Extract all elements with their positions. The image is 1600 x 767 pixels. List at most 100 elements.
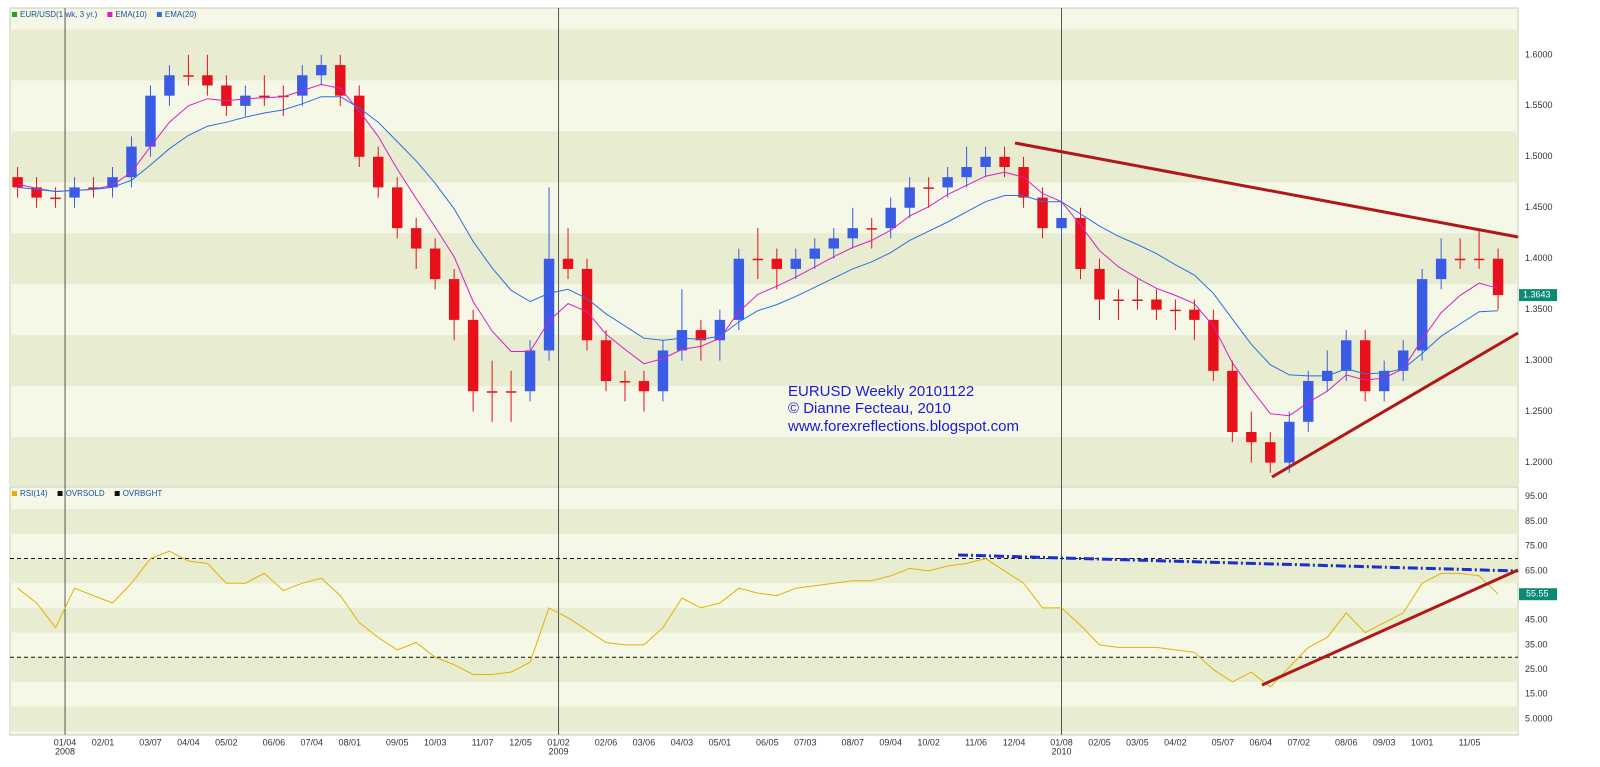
- y-tick-label: 45.00: [1525, 615, 1548, 625]
- candle-body: [828, 238, 839, 249]
- candle-body: [1246, 432, 1257, 443]
- x-tick-label: 05/01: [709, 737, 732, 747]
- last-value-label: 1.3643: [1523, 289, 1551, 299]
- candle-body: [1075, 217, 1086, 269]
- trend-line: [957, 553, 1519, 573]
- x-tick-label: 07/02: [1288, 737, 1311, 747]
- candle-body: [904, 187, 915, 208]
- y-tick-label: 1.4000: [1525, 253, 1553, 263]
- x-tick-label: 09/03: [1373, 737, 1396, 747]
- x-tick-label: 04/02: [1164, 737, 1187, 747]
- candle-body: [1208, 319, 1219, 371]
- x-tick-label: 08/07: [841, 737, 864, 747]
- candle-body: [866, 228, 877, 230]
- band: [10, 29, 1518, 81]
- x-tick-label: 06/05: [756, 737, 779, 747]
- y-tick-label: 1.3000: [1525, 355, 1553, 365]
- year-label: 2010: [1052, 746, 1072, 756]
- candle-body: [524, 350, 536, 392]
- candle-body: [980, 156, 991, 167]
- candle-body: [1341, 340, 1352, 371]
- candle-body: [752, 258, 764, 261]
- candle-body: [1435, 258, 1447, 280]
- band: [10, 509, 1518, 534]
- candle-body: [259, 95, 270, 98]
- candle-body: [69, 187, 80, 198]
- x-tick-label: 02/01: [92, 737, 115, 747]
- candle-body: [638, 381, 650, 392]
- candle-body: [942, 177, 953, 188]
- x-tick-label: 04/04: [177, 737, 200, 747]
- candle-body: [202, 75, 213, 86]
- candle-body: [1416, 279, 1428, 351]
- year-label: 2008: [55, 746, 75, 756]
- candle-body: [1113, 299, 1124, 301]
- y-tick-label: 1.5500: [1525, 100, 1553, 110]
- candle-body: [1227, 370, 1238, 432]
- candle-body: [676, 330, 688, 351]
- candle-body: [885, 207, 896, 229]
- candle-body: [1454, 258, 1466, 261]
- y-tick-label: 5.0000: [1525, 713, 1553, 723]
- candle-body: [429, 248, 441, 280]
- candle-body: [1094, 268, 1105, 300]
- candle-body: [448, 279, 460, 320]
- candle-body: [1265, 442, 1276, 463]
- candle-body: [12, 177, 23, 188]
- band: [10, 706, 1518, 732]
- candle-body: [999, 156, 1010, 167]
- candle-body: [410, 228, 422, 249]
- x-tick-label: 07/04: [301, 737, 324, 747]
- candle-body: [50, 197, 61, 200]
- x-tick-label: 10/03: [424, 737, 447, 747]
- candle-body: [733, 258, 745, 320]
- candle-body: [164, 75, 175, 96]
- y-tick-label: 35.00: [1525, 639, 1548, 649]
- candle-body: [1018, 167, 1029, 198]
- band: [10, 607, 1518, 633]
- x-tick-label: 08/01: [338, 737, 361, 747]
- x-tick-label: 02/06: [595, 737, 618, 747]
- annotation: www.forexreflections.blogspot.com: [787, 418, 1019, 435]
- legend-label: EUR/USD(1 wk, 3 yr.): [20, 10, 98, 19]
- candle-body: [297, 75, 308, 96]
- trend-lines: [957, 141, 1519, 687]
- y-tick-label: 85.00: [1525, 516, 1548, 526]
- candle-body: [714, 319, 726, 341]
- x-tick-label: 05/07: [1212, 737, 1235, 747]
- candle-body: [145, 95, 156, 147]
- candle-body: [1397, 350, 1409, 371]
- y-tick-label: 1.2000: [1525, 457, 1553, 467]
- candle-body: [1189, 309, 1200, 320]
- candle-body: [543, 258, 555, 351]
- candle-body: [316, 65, 327, 76]
- candle-body: [847, 228, 858, 239]
- candle-body: [88, 187, 99, 189]
- legend-swatch: [57, 491, 63, 496]
- marks: 1.3643 55.55: [12, 54, 1557, 688]
- series-line: [17, 83, 1499, 417]
- x-tick-label: 04/03: [671, 737, 694, 747]
- x-tick-label: 11/05: [1459, 737, 1481, 747]
- series-line: [17, 550, 1499, 688]
- candle-body: [1132, 299, 1143, 301]
- last-value-box: [1519, 588, 1557, 601]
- legend-label: EMA(10): [115, 10, 147, 19]
- band: [10, 131, 1518, 183]
- band: [10, 233, 1518, 285]
- legend-label: RSI(14): [20, 489, 48, 498]
- y-tick-label: 1.6000: [1525, 49, 1553, 59]
- x-tick-label: 02/05: [1088, 737, 1111, 747]
- candle-body: [1359, 340, 1371, 392]
- y-tick-label: 75.00: [1525, 541, 1548, 551]
- x-tick-label: 05/02: [215, 737, 238, 747]
- candle-body: [31, 187, 42, 198]
- year-label: 2009: [549, 746, 569, 756]
- last-value-box: [1519, 289, 1557, 302]
- last-value-label: 55.55: [1526, 589, 1549, 599]
- legend-swatch: [12, 491, 17, 496]
- y-tick-label: 1.3500: [1525, 304, 1553, 314]
- candle-body: [486, 391, 498, 393]
- candle-body: [126, 146, 137, 178]
